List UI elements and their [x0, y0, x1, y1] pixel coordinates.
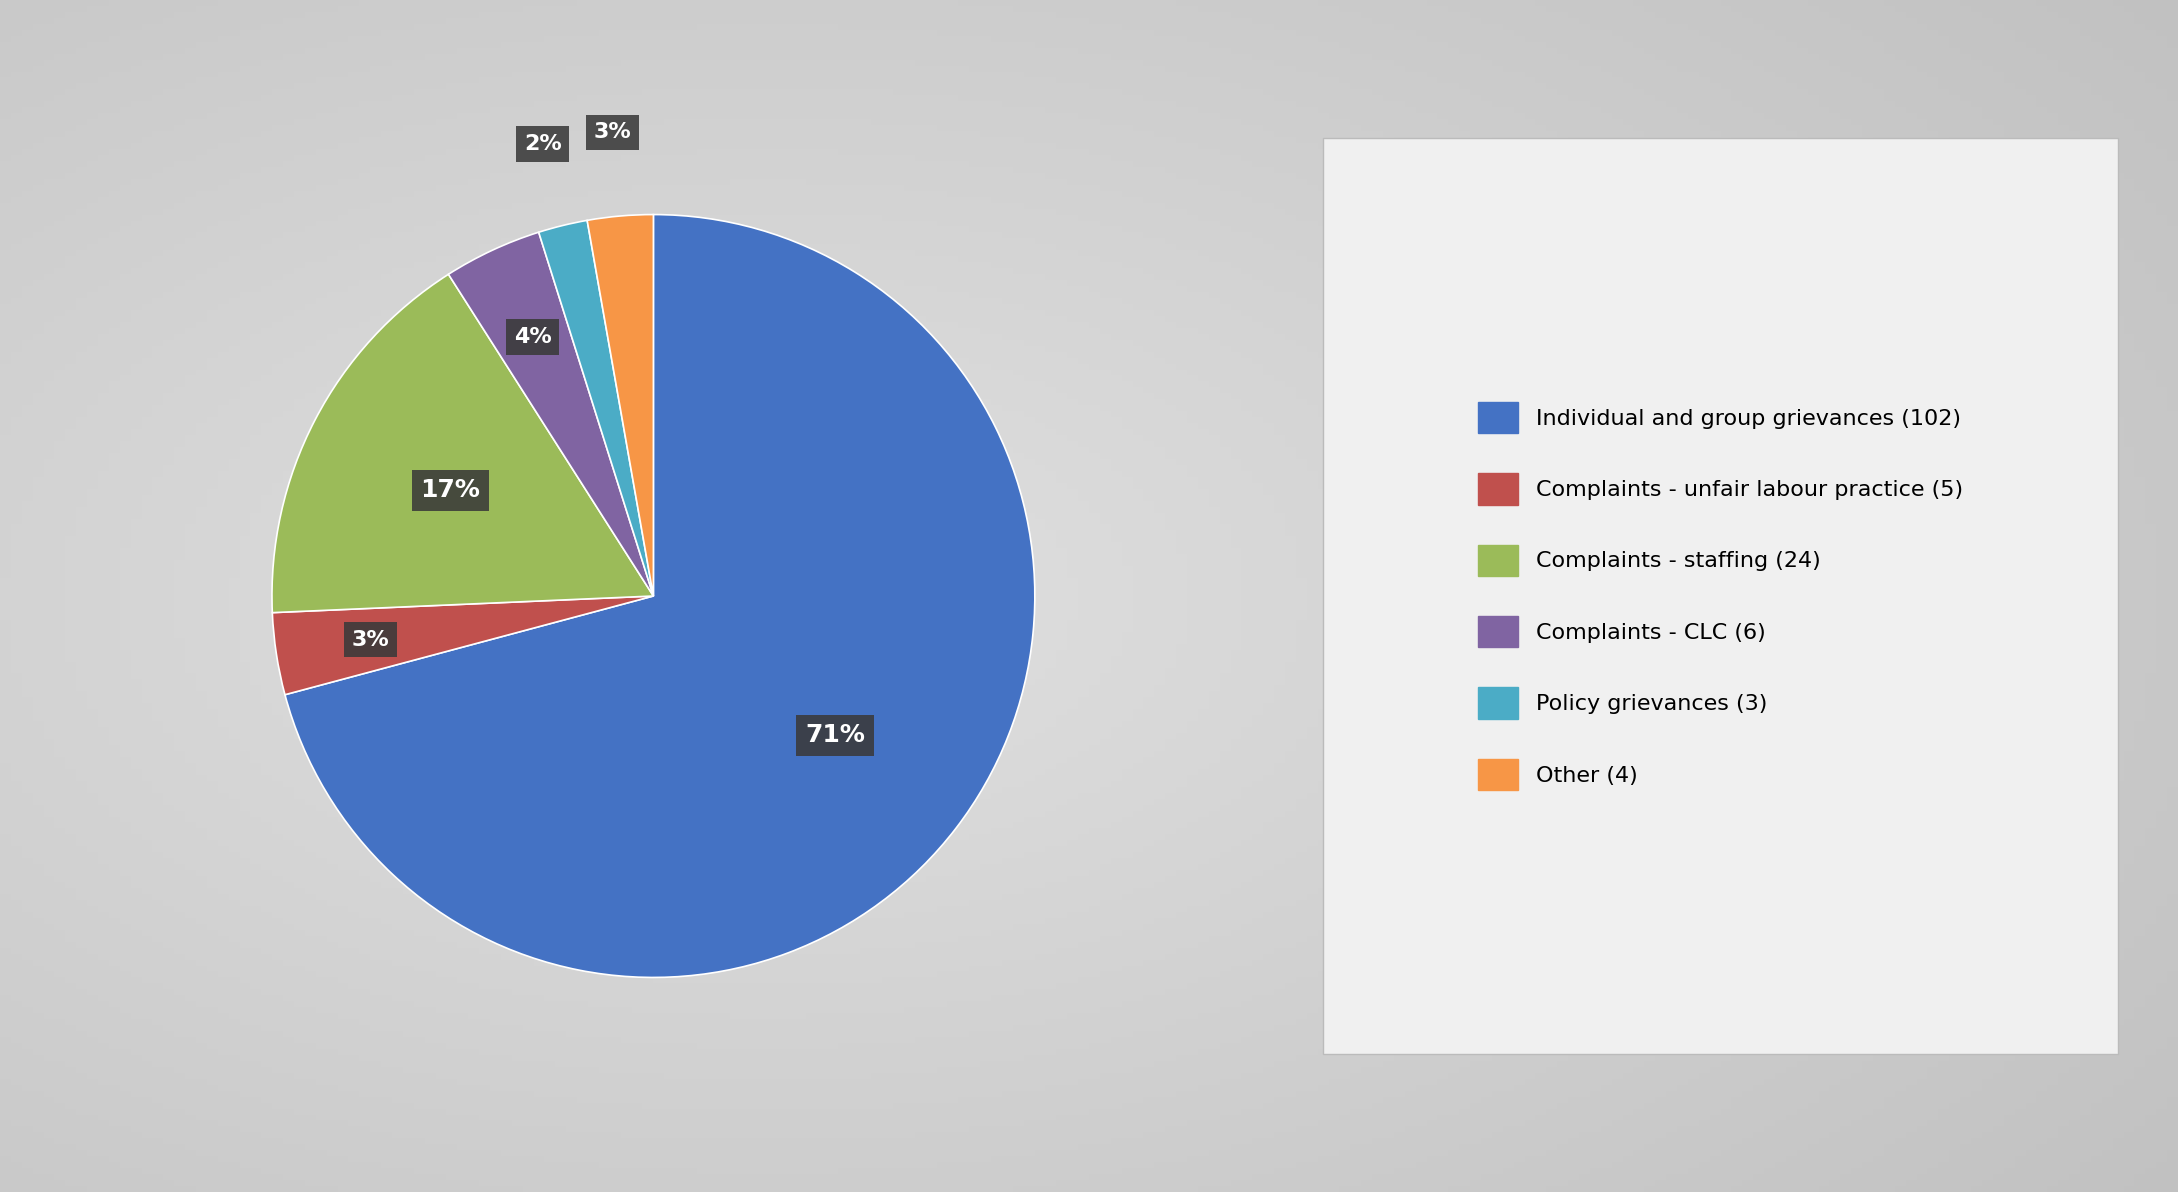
Wedge shape	[449, 232, 653, 596]
Text: 17%: 17%	[420, 478, 481, 502]
Text: 3%: 3%	[353, 629, 390, 650]
Wedge shape	[538, 221, 653, 596]
Wedge shape	[272, 596, 653, 695]
Text: 3%: 3%	[595, 123, 632, 142]
Wedge shape	[588, 215, 653, 596]
FancyBboxPatch shape	[1324, 138, 2117, 1054]
Legend: Individual and group grievances (102), Complaints - unfair labour practice (5), : Individual and group grievances (102), C…	[1444, 368, 1997, 824]
Text: 4%: 4%	[514, 327, 551, 347]
Wedge shape	[272, 274, 653, 613]
Text: 2%: 2%	[525, 134, 562, 154]
Wedge shape	[285, 215, 1035, 977]
Text: 71%: 71%	[806, 724, 865, 747]
